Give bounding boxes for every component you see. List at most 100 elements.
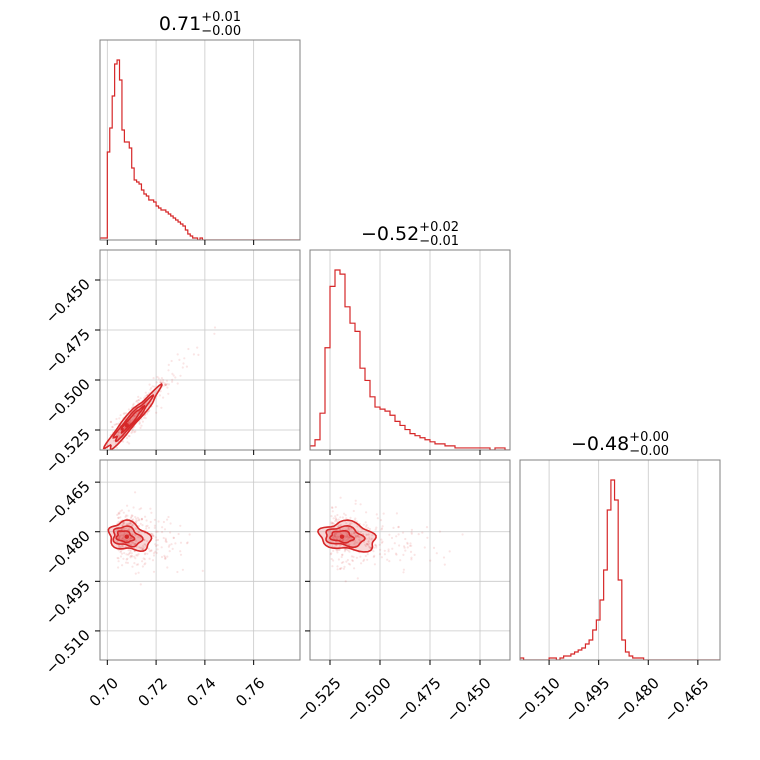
sample-point [330, 557, 333, 561]
sample-point [404, 549, 407, 552]
sample-point [137, 401, 140, 405]
sample-point [149, 388, 152, 391]
sample-point [410, 558, 413, 561]
sample-point [132, 404, 135, 407]
sample-point [156, 405, 159, 408]
sample-point [116, 513, 119, 517]
sample-point [148, 409, 151, 412]
sample-point [133, 555, 136, 558]
sample-point [160, 381, 163, 384]
sample-point [356, 534, 359, 537]
sample-point [131, 533, 134, 536]
sample-point [129, 516, 133, 520]
sample-point [390, 536, 394, 540]
sample-point [345, 517, 348, 520]
sample-point [127, 528, 130, 532]
sample-point [397, 526, 400, 529]
y-tick-label: −0.465 [42, 477, 94, 529]
sample-point [156, 538, 160, 542]
title-value: 0.71 [159, 13, 201, 35]
sample-point [126, 539, 129, 542]
sample-point [125, 539, 128, 543]
sample-point [401, 531, 405, 534]
sample-point [144, 391, 147, 394]
sample-point [127, 537, 130, 541]
sample-point [335, 549, 338, 552]
sample-point [128, 442, 131, 445]
sample-point [109, 420, 112, 423]
sample-point [181, 366, 184, 369]
sample-point [118, 537, 121, 540]
sample-point [157, 377, 160, 380]
y-tick-label: −0.450 [42, 275, 94, 327]
sample-point [143, 543, 146, 546]
density-peak [124, 534, 129, 539]
sample-point [139, 522, 142, 525]
sample-point [117, 516, 120, 520]
x-tick-label: 0.76 [232, 674, 268, 710]
sample-point [353, 532, 356, 535]
sample-point [130, 515, 133, 518]
sample-point [122, 511, 125, 514]
sample-point [342, 538, 345, 541]
sample-point [342, 539, 345, 542]
sample-point [135, 554, 138, 557]
sample-point [145, 540, 149, 543]
sample-point [387, 548, 390, 551]
sample-point [162, 536, 165, 540]
sample-point [365, 542, 368, 546]
sample-point [351, 559, 354, 562]
sample-point [170, 359, 173, 363]
sample-point [128, 435, 131, 438]
sample-point [367, 542, 370, 545]
sample-point [149, 507, 152, 510]
sample-point [367, 540, 370, 543]
sample-point [172, 536, 175, 540]
sample-point [354, 541, 357, 544]
sample-point [421, 531, 424, 534]
sample-point [118, 535, 121, 538]
sample-point [152, 534, 155, 537]
sample-point [162, 378, 165, 382]
x-tick-label: −0.500 [343, 674, 395, 726]
sample-point [153, 391, 156, 394]
sample-point [125, 514, 128, 517]
sample-point [151, 559, 155, 562]
sample-point [356, 529, 359, 532]
sample-point [140, 518, 143, 521]
sample-point [388, 560, 391, 563]
sample-point [140, 424, 143, 427]
sample-point [358, 536, 361, 539]
sample-point [144, 417, 147, 420]
sample-point [367, 543, 370, 546]
sample-point [117, 549, 120, 552]
sample-point [383, 549, 386, 552]
x-tick-label: 0.70 [86, 674, 122, 710]
x-tick-label: −0.480 [611, 674, 663, 726]
sample-point [129, 522, 132, 525]
panel-frame-0 [99, 249, 301, 451]
sample-point [154, 550, 157, 553]
sample-point [335, 518, 338, 521]
sample-point [119, 551, 122, 554]
sample-point [134, 491, 137, 494]
sample-point [368, 527, 371, 531]
sample-point [153, 518, 156, 521]
sample-point [141, 420, 144, 423]
sample-point [335, 544, 338, 547]
sample-point [345, 539, 348, 542]
sample-point [159, 381, 162, 384]
title-lower-error: −0.01 [419, 234, 459, 249]
sample-point [135, 400, 138, 403]
sample-point [130, 552, 133, 555]
sample-point [338, 524, 341, 527]
sample-point [171, 380, 174, 383]
sample-point [364, 521, 367, 524]
sample-point [155, 411, 158, 414]
sample-point [408, 544, 412, 547]
sample-point [117, 560, 120, 563]
sample-point [360, 562, 363, 565]
sample-point [113, 439, 116, 442]
sample-point [352, 555, 355, 559]
sample-point [124, 545, 127, 548]
